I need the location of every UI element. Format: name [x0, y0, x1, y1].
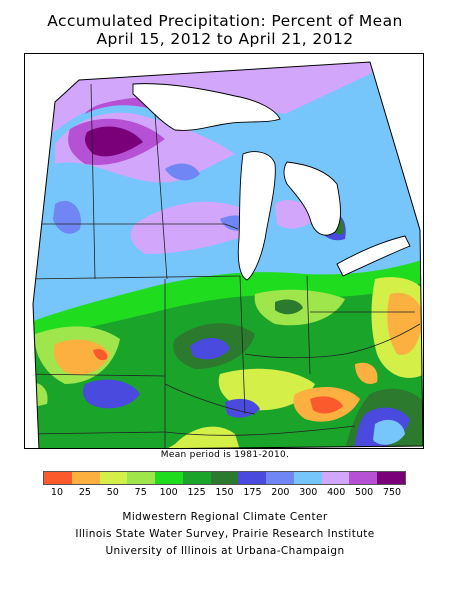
- legend-swatch: [71, 472, 100, 484]
- legend-label: 75: [134, 487, 147, 498]
- legend-swatch: [238, 472, 267, 484]
- legend-label: 300: [299, 487, 318, 498]
- credit-line-2: Illinois State Water Survey, Prairie Res…: [75, 528, 375, 540]
- legend-labels: 10 25 50 75 100 125 150 175 200 300 400 500 750: [0, 487, 450, 501]
- legend-swatch: [321, 472, 350, 484]
- legend-swatch: [377, 472, 405, 484]
- precip-contours: [33, 62, 423, 448]
- mean-period-note: Mean period is 1981-2010.: [160, 450, 290, 460]
- legend-label: 400: [327, 487, 346, 498]
- legend-label: 175: [243, 487, 262, 498]
- credit-line-1: Midwestern Regional Climate Center: [122, 511, 328, 523]
- legend-swatch: [155, 472, 183, 484]
- legend-swatch: [44, 472, 72, 484]
- legend-label: 500: [355, 487, 374, 498]
- legend-swatch: [293, 472, 322, 484]
- legend-swatch: [99, 472, 128, 484]
- map-title: Accumulated Precipitation: Percent of Me…: [47, 12, 403, 30]
- legend-label: 125: [187, 487, 206, 498]
- legend-swatch: [266, 472, 294, 484]
- legend-label: 750: [382, 487, 402, 498]
- legend-label: 50: [106, 487, 119, 498]
- credit-line-3: University of Illinois at Urbana-Champai…: [105, 545, 345, 557]
- legend-swatch: [182, 472, 211, 484]
- legend-swatch: [349, 472, 378, 484]
- precipitation-map: [24, 53, 424, 449]
- map-date-range: April 15, 2012 to April 21, 2012: [96, 30, 354, 48]
- color-legend: [43, 471, 406, 485]
- legend-label: 150: [215, 487, 234, 498]
- legend-swatch: [127, 472, 156, 484]
- legend-label: 200: [271, 487, 290, 498]
- legend-label: 100: [159, 487, 178, 498]
- legend-swatch: [210, 472, 239, 484]
- legend-label: 25: [78, 487, 91, 498]
- legend-label: 10: [50, 487, 63, 498]
